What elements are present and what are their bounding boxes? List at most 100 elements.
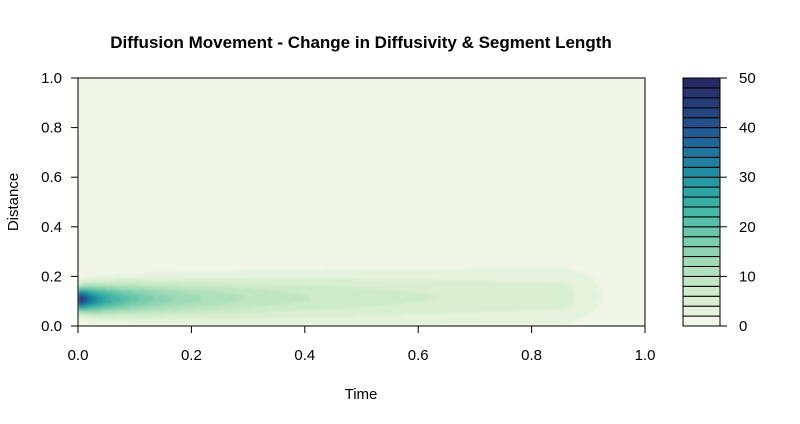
heatmap-cell [96, 304, 103, 307]
heatmap-cell [252, 280, 259, 282]
heatmap-cell [352, 304, 358, 307]
heatmap-cell [583, 277, 589, 280]
heatmap-cell [541, 270, 547, 273]
heatmap-cell [172, 296, 178, 299]
heatmap-cell [252, 318, 259, 321]
heatmap-cell [337, 285, 344, 287]
heatmap-cell [215, 283, 221, 286]
heatmap-cell [238, 290, 244, 292]
heatmap-cell [309, 321, 315, 323]
colorbar-segment [682, 256, 721, 267]
heatmap-cell [215, 312, 221, 315]
heatmap-cell [370, 280, 377, 282]
heatmap-cell [418, 299, 424, 302]
heatmap-cell [181, 301, 188, 304]
heatmap-cell [158, 313, 164, 316]
heatmap-cell [257, 309, 263, 312]
heatmap-cell [489, 283, 495, 286]
heatmap-cell [541, 321, 547, 323]
heatmap-cell [318, 314, 325, 317]
heatmap-cell [139, 290, 145, 292]
heatmap-cell [262, 291, 268, 294]
heatmap-cell [167, 285, 174, 287]
heatmap-cell [498, 293, 504, 296]
heatmap-cell [522, 307, 528, 310]
heatmap-cell [432, 278, 438, 281]
heatmap-cell [101, 312, 107, 315]
heatmap-cell [200, 316, 207, 318]
x-axis-label: Time [345, 386, 378, 403]
heatmap-cell [432, 316, 438, 318]
heatmap-cell [503, 299, 509, 302]
heatmap-cell [451, 316, 457, 318]
heatmap-cell [290, 319, 296, 322]
heatmap-cell [144, 275, 150, 277]
heatmap-cell [498, 282, 504, 285]
heatmap-cell [323, 278, 330, 281]
heatmap-cell [352, 268, 358, 271]
heatmap-cell [352, 276, 358, 279]
heatmap-cell [243, 309, 249, 312]
heatmap-cell [186, 288, 192, 291]
heatmap-cell [479, 292, 485, 295]
heatmap-cell [342, 280, 348, 282]
heatmap-cell [115, 287, 122, 290]
heatmap-cell [479, 278, 485, 281]
heatmap-cell [366, 287, 372, 290]
heatmap-cell [172, 308, 178, 311]
heatmap-cell [200, 277, 207, 280]
heatmap-cell [559, 288, 566, 291]
heatmap-cell [153, 288, 159, 291]
heatmap-cell [503, 318, 509, 321]
heatmap-cell [550, 301, 556, 304]
heatmap-cell [489, 309, 495, 312]
heatmap-cell [92, 298, 98, 301]
heatmap-cell [304, 308, 311, 311]
heatmap-cell [536, 267, 542, 270]
heatmap-cell [300, 306, 306, 308]
heatmap-cell [503, 295, 509, 297]
heatmap-cell [252, 321, 259, 323]
heatmap-cell [474, 291, 481, 294]
heatmap-cell [507, 314, 514, 317]
heatmap-cell [446, 311, 452, 313]
heatmap-cell [248, 306, 254, 308]
heatmap-cell [300, 313, 306, 316]
heatmap-cell [318, 276, 325, 279]
heatmap-cell [489, 321, 495, 323]
heatmap-cell [404, 270, 410, 273]
heatmap-cell [408, 288, 415, 291]
heatmap-cell [172, 273, 178, 276]
heatmap-cell [418, 293, 424, 296]
heatmap-cell [394, 292, 400, 295]
heatmap-cell [526, 312, 533, 315]
heatmap-cell [82, 302, 89, 305]
heatmap-cell [394, 290, 400, 292]
heatmap-cell [370, 321, 377, 323]
heatmap-cell [484, 273, 490, 276]
heatmap-cell [418, 316, 424, 318]
heatmap-cell [470, 280, 476, 282]
heatmap-cell [583, 287, 589, 290]
heatmap-cell [512, 319, 519, 322]
heatmap-cell [111, 286, 117, 289]
heatmap-cell [550, 276, 556, 279]
heatmap-cell [205, 293, 211, 296]
heatmap-cell [328, 297, 334, 300]
heatmap-cell [493, 292, 500, 295]
heatmap-cell [385, 317, 391, 320]
heatmap-cell [588, 290, 594, 292]
heatmap-cell [314, 308, 320, 311]
heatmap-cell [347, 317, 353, 320]
heatmap-cell [404, 299, 410, 302]
heatmap-cell [583, 275, 589, 277]
heatmap-cell [78, 298, 84, 301]
heatmap-cell [347, 272, 353, 275]
heatmap-cell [191, 316, 197, 318]
heatmap-cell [456, 319, 462, 322]
heatmap-cell [224, 301, 230, 304]
heatmap-cell [517, 296, 523, 299]
heatmap-cell [470, 314, 476, 317]
heatmap-cell [460, 278, 467, 281]
heatmap-cell [281, 297, 287, 300]
